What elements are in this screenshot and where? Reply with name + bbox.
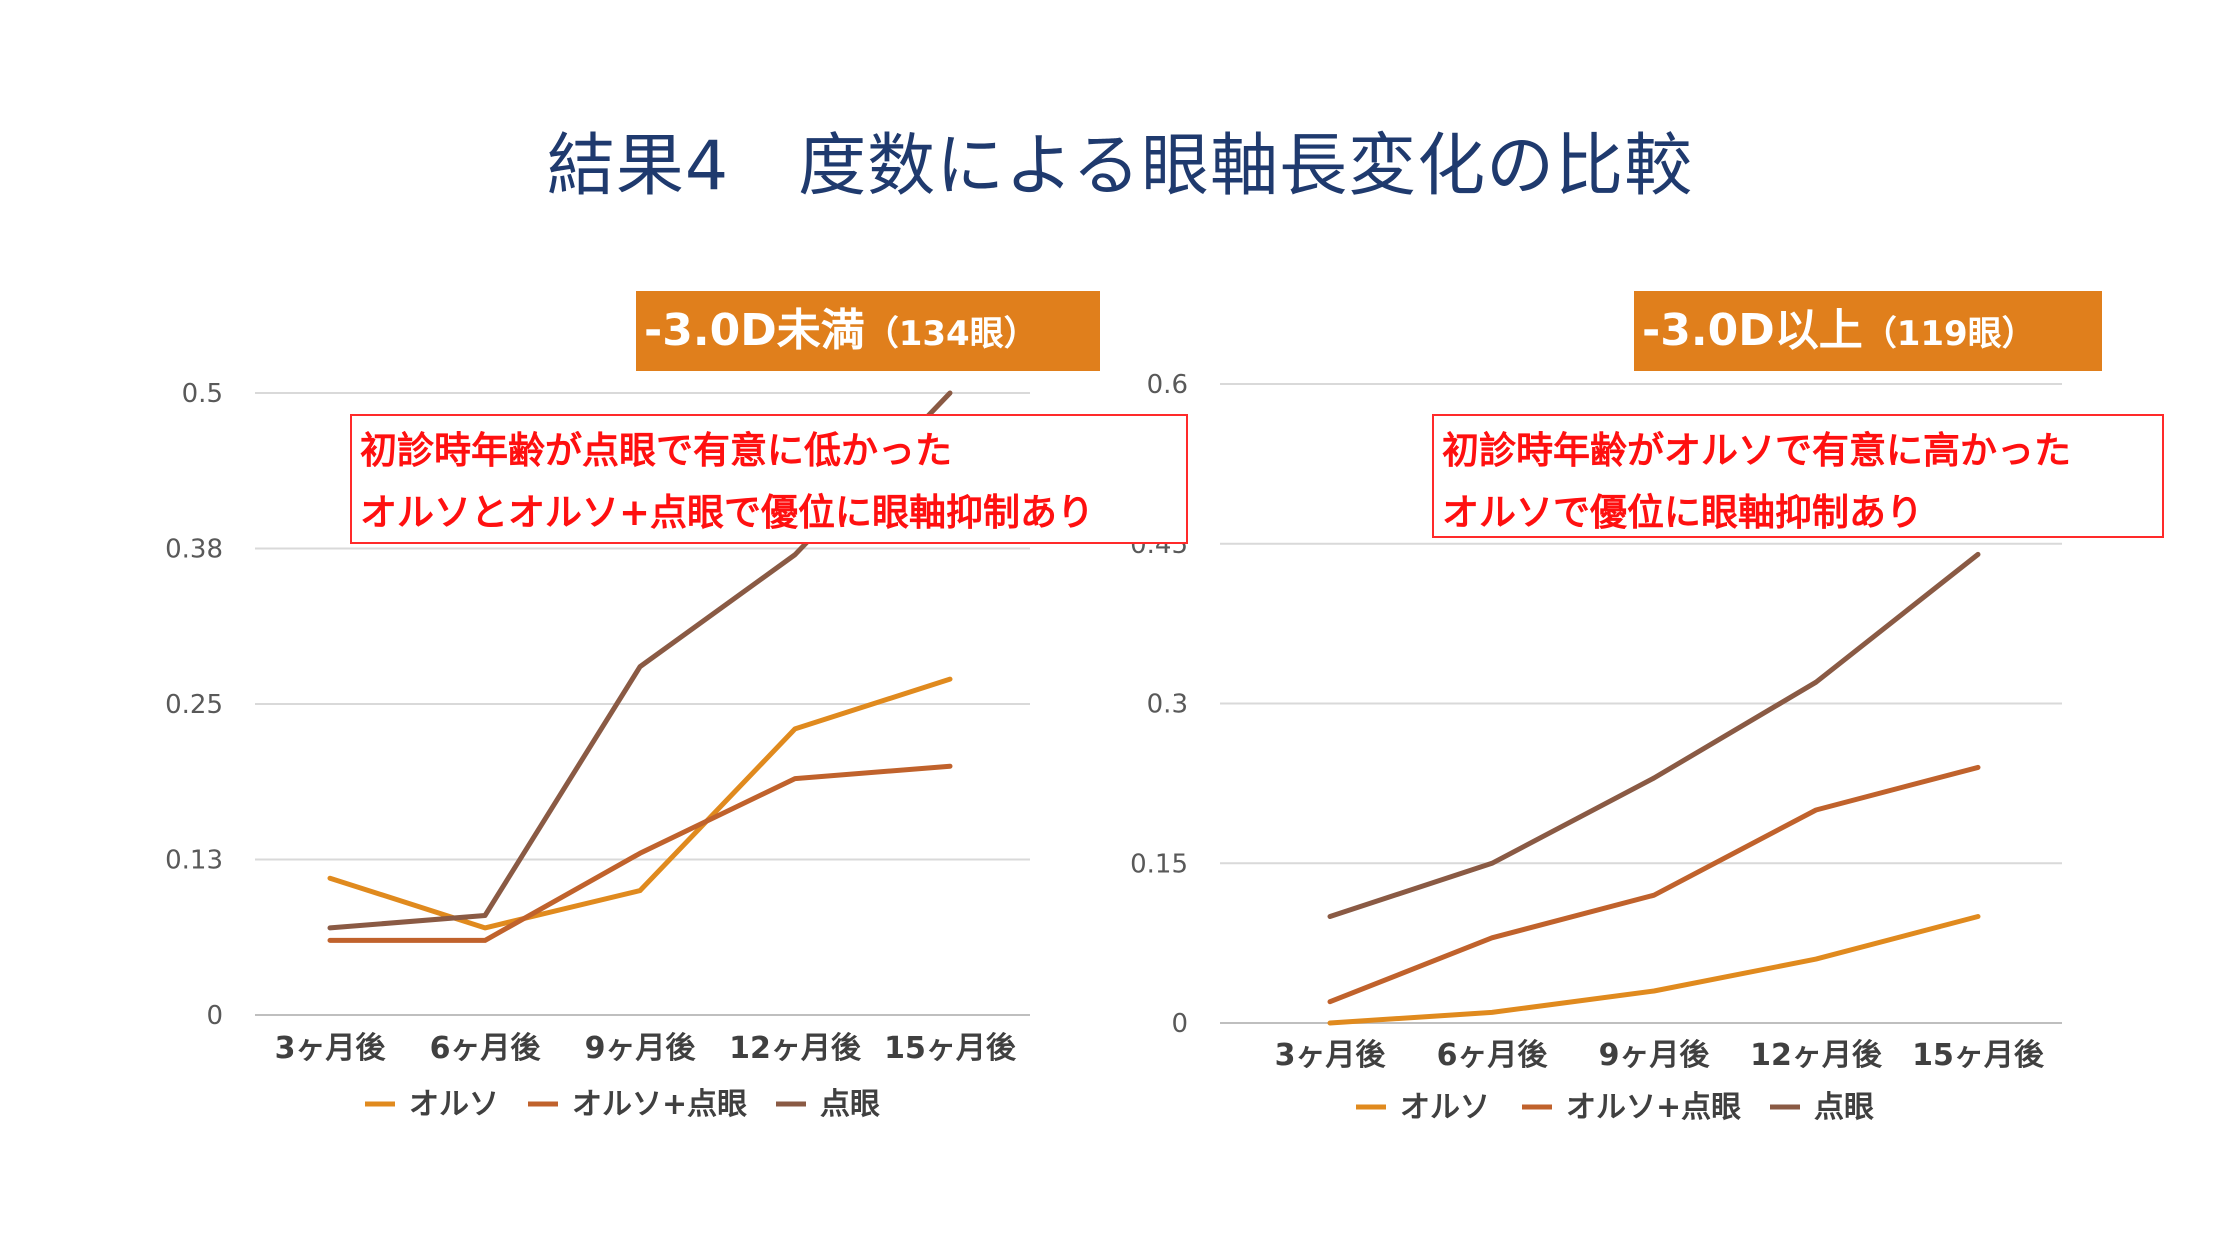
legend-label-right-2: オルソ+点眼 xyxy=(1566,1090,1741,1125)
y-tick-label-left: 0 xyxy=(206,1001,223,1031)
annotation-box-right: 初診時年齢がオルソで有意に高かった オルソで優位に眼軸抑制あり xyxy=(1432,414,2164,538)
series-line-left-2 xyxy=(327,763,953,943)
y-tick-label-left: 0.38 xyxy=(165,535,223,565)
x-tick-label-right: 12ヶ月後 xyxy=(1750,1038,1883,1073)
x-tick-label-right: 3ヶ月後 xyxy=(1275,1038,1387,1073)
annotation-right-line1: 初診時年齢がオルソで有意に高かった xyxy=(1442,429,2071,472)
page-title: 結果4 度数による眼軸長変化の比較 xyxy=(546,127,1694,206)
y-tick-label-left: 0.25 xyxy=(165,690,223,720)
series-line-right-2 xyxy=(1327,764,1981,1005)
legend-label-right-3: 点眼 xyxy=(1814,1090,1874,1125)
annotation-left-line1: 初診時年齢が点眼で有意に低かった xyxy=(360,429,952,472)
series-line-left-1 xyxy=(327,676,953,931)
x-tick-label-left: 6ヶ月後 xyxy=(430,1031,542,1066)
x-tick-label-right: 6ヶ月後 xyxy=(1437,1038,1549,1073)
y-tick-label-right: 0 xyxy=(1171,1009,1188,1039)
legend-label-left-3: 点眼 xyxy=(820,1087,880,1122)
series-line-right-1 xyxy=(1327,914,1981,1026)
x-tick-label-left: 15ヶ月後 xyxy=(884,1031,1017,1066)
panel-label-right-text: -3.0D以上 xyxy=(1642,305,1863,356)
annotation-right-line2: オルソで優位に眼軸抑制あり xyxy=(1442,491,1923,534)
x-tick-label-right: 9ヶ月後 xyxy=(1599,1038,1711,1073)
y-tick-label-right: 0.3 xyxy=(1147,690,1188,720)
legend-label-left-1: オルソ xyxy=(409,1087,499,1122)
legend-label-left-2: オルソ+点眼 xyxy=(572,1087,747,1122)
panel-label-right: -3.0D以上（119眼） xyxy=(1634,291,2102,371)
y-tick-label-left: 0.13 xyxy=(165,846,223,876)
x-tick-label-left: 12ヶ月後 xyxy=(729,1031,862,1066)
x-tick-label-left: 3ヶ月後 xyxy=(275,1031,387,1066)
y-tick-label-right: 0.15 xyxy=(1130,849,1188,879)
annotation-box-left: 初診時年齢が点眼で有意に低かった オルソとオルソ+点眼で優位に眼軸抑制あり xyxy=(350,414,1188,544)
y-tick-label-left: 0.5 xyxy=(182,379,223,409)
x-tick-label-left: 9ヶ月後 xyxy=(585,1031,697,1066)
panel-label-left: -3.0D未満（134眼） xyxy=(636,291,1100,371)
series-line-right-3 xyxy=(1327,551,1981,919)
x-tick-label-right: 15ヶ月後 xyxy=(1912,1038,2045,1073)
panel-label-left-count: （134眼） xyxy=(864,314,1038,354)
panel-label-right-count: （119眼） xyxy=(1862,314,2036,354)
panel-label-left-text: -3.0D未満 xyxy=(644,305,865,356)
annotation-left-line2: オルソとオルソ+点眼で優位に眼軸抑制あり xyxy=(360,491,1095,534)
legend-label-right-1: オルソ xyxy=(1400,1090,1490,1125)
y-tick-label-right: 0.6 xyxy=(1147,370,1188,400)
